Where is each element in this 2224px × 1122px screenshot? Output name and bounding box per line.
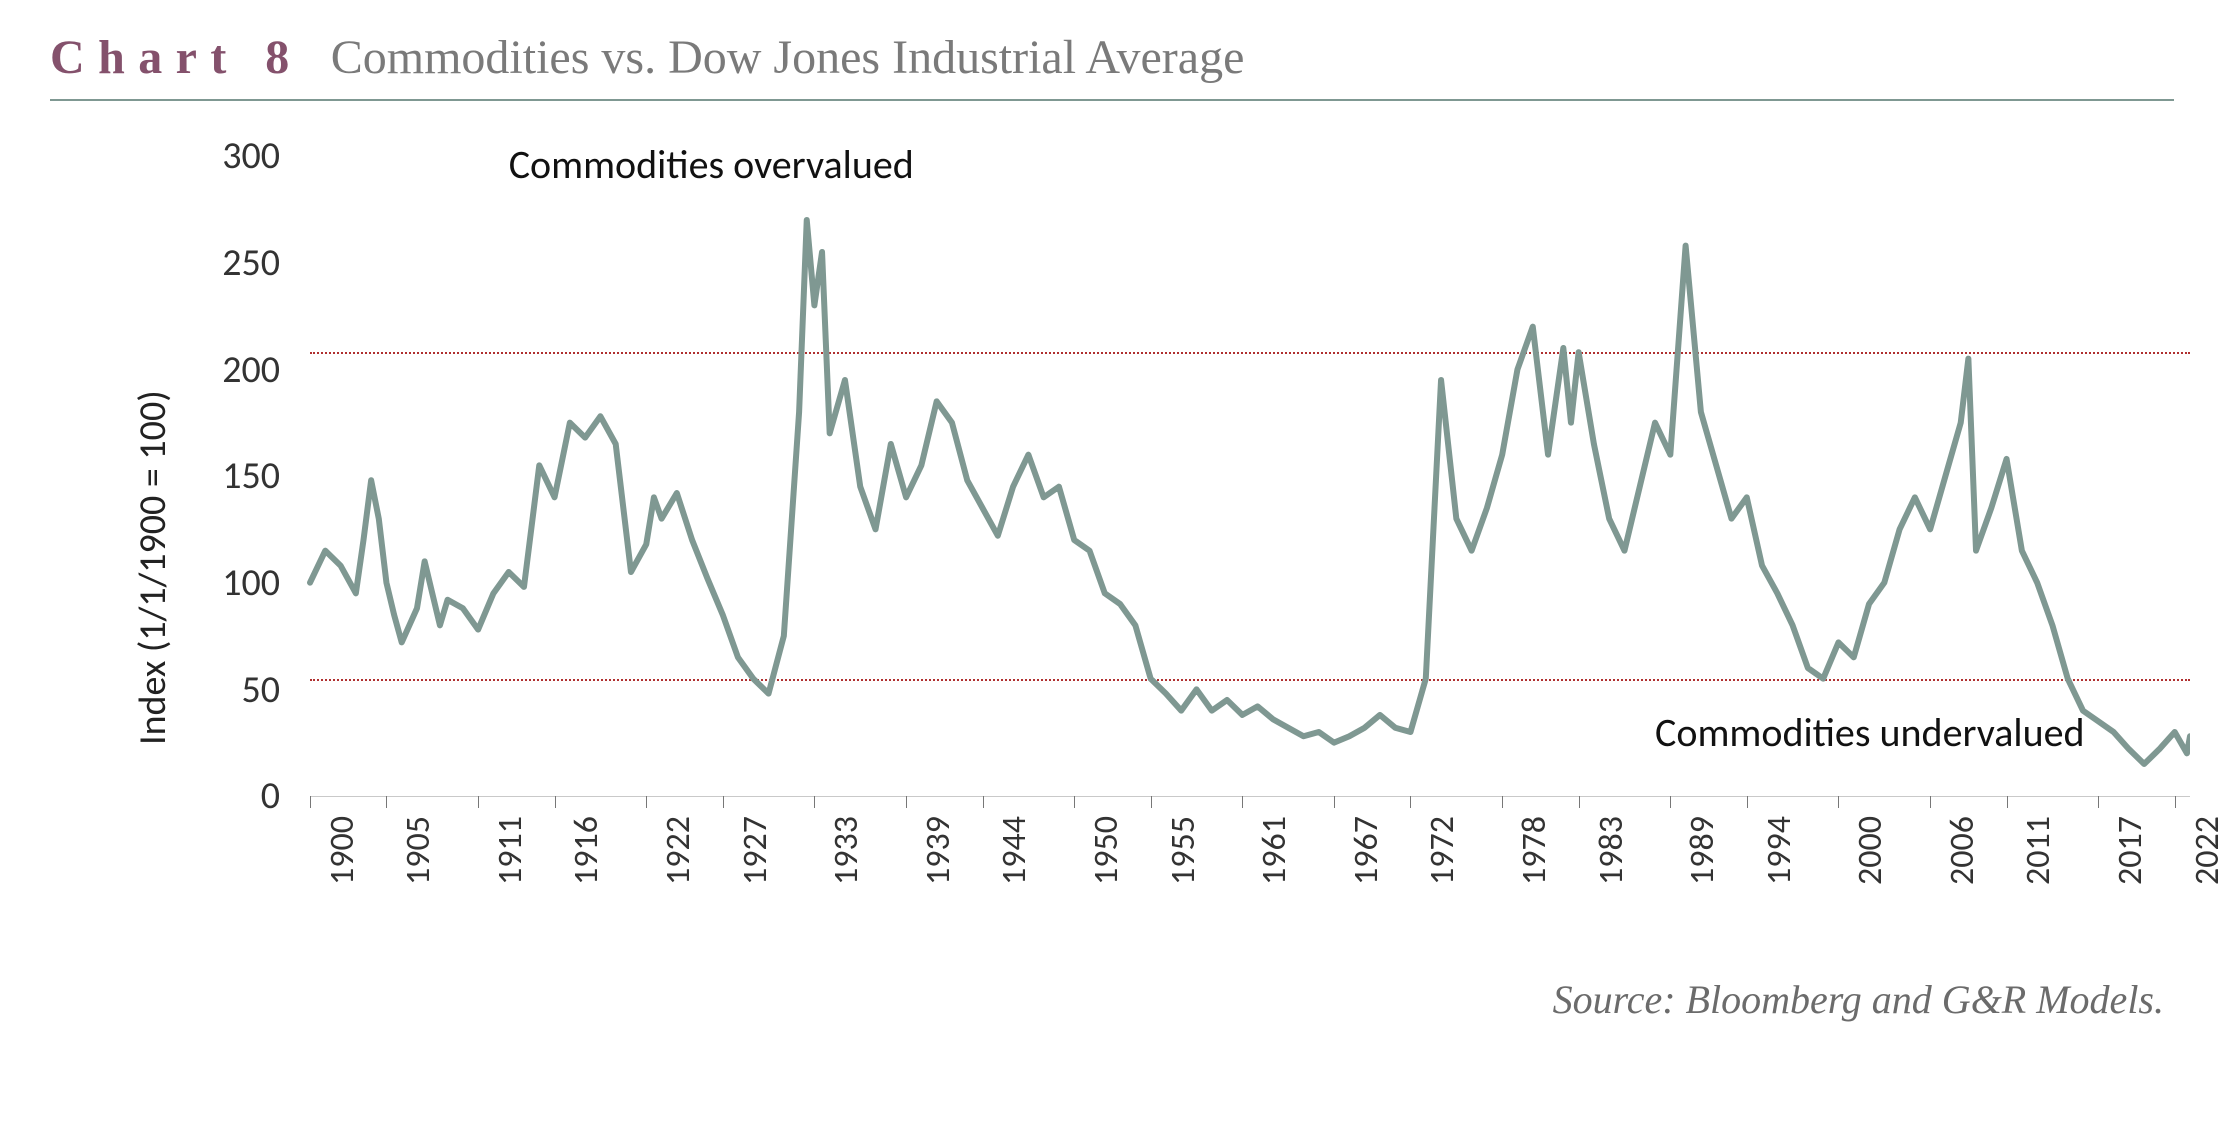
x-tick-label: 2000 [1850, 816, 1891, 906]
x-tick-label: 2017 [2110, 816, 2151, 906]
x-tick-label: 1989 [1682, 816, 1723, 906]
x-tick-label: 1955 [1163, 816, 1204, 906]
title-row: Chart 8 Commodities vs. Dow Jones Indust… [50, 30, 2174, 101]
chart-title: Commodities vs. Dow Jones Industrial Ave… [331, 30, 1245, 85]
series-line [110, 156, 2190, 806]
x-tick-label: 1983 [1591, 816, 1632, 906]
x-tick-label: 1994 [1759, 816, 1800, 906]
x-tick-label: 2022 [2187, 816, 2224, 906]
x-tick-label: 1972 [1422, 816, 1463, 906]
chart-number: Chart 8 [50, 30, 303, 85]
x-tick-label: 2006 [1942, 816, 1983, 906]
x-tick-label: 1900 [322, 816, 363, 906]
x-tick-label: 1944 [994, 816, 1035, 906]
plot-region: 0501001502002503001900190519111916192219… [110, 156, 2190, 956]
x-tick-label: 1933 [826, 816, 867, 906]
x-tick-label: 1916 [566, 816, 607, 906]
chart-page: Chart 8 Commodities vs. Dow Jones Indust… [0, 0, 2224, 1043]
chart-area: Index (1/1/1900 = 100) 05010015020025030… [110, 156, 2174, 956]
x-tick-label: 1978 [1514, 816, 1555, 906]
x-tick-label: 1922 [658, 816, 699, 906]
x-tick-label: 1911 [490, 816, 531, 906]
x-tick-label: 1939 [918, 816, 959, 906]
source-caption: Source: Bloomberg and G&R Models. [50, 976, 2174, 1023]
x-tick-label: 1950 [1086, 816, 1127, 906]
x-tick-label: 2011 [2018, 816, 2059, 906]
x-tick-label: 1905 [398, 816, 439, 906]
x-tick-label: 1967 [1346, 816, 1387, 906]
x-tick-label: 1961 [1254, 816, 1295, 906]
x-tick-label: 1927 [735, 816, 776, 906]
